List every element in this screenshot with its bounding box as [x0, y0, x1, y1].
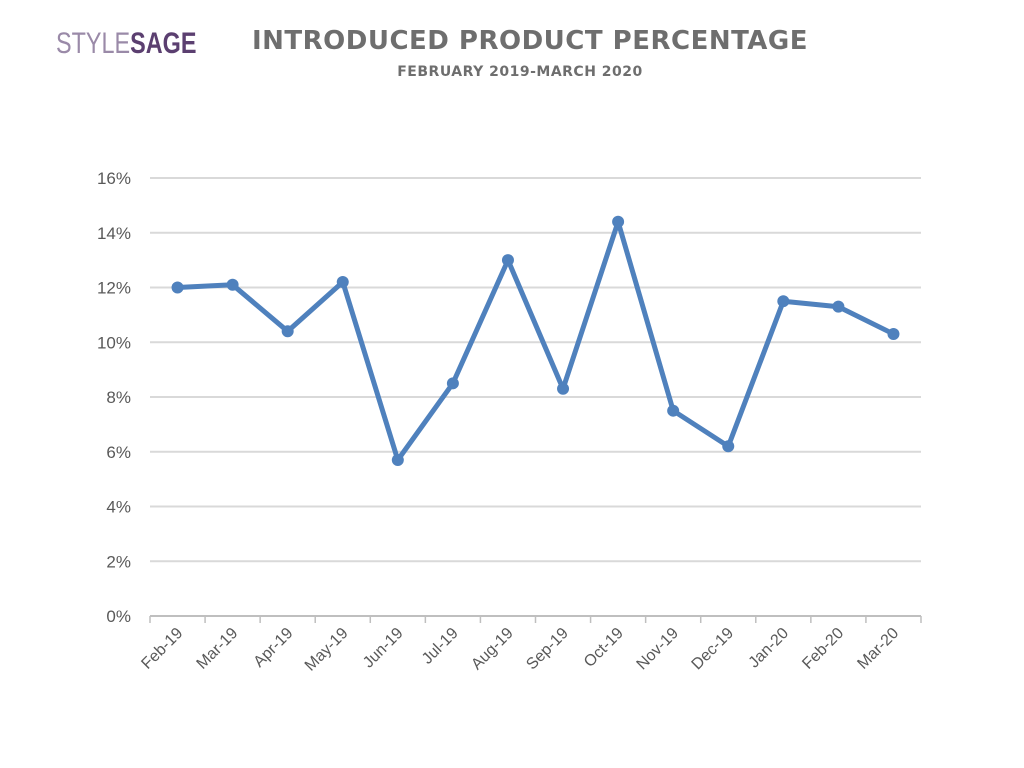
logo-part-sage: SAGE — [130, 27, 197, 60]
data-point — [336, 276, 349, 289]
data-point — [446, 377, 459, 390]
x-tick-label: Dec-19 — [689, 625, 738, 674]
chart-title: INTRODUCED PRODUCT PERCENTAGE — [251, 26, 809, 56]
y-tick-label: 14% — [97, 224, 131, 243]
data-point — [171, 281, 184, 294]
data-point — [391, 453, 404, 466]
x-tick-label: Mar-19 — [194, 625, 242, 673]
x-tick-label: Feb-20 — [799, 625, 847, 673]
data-point — [226, 278, 239, 291]
y-tick-label: 12% — [97, 279, 131, 298]
data-point — [612, 215, 625, 228]
x-tick-label: Jan-20 — [746, 625, 793, 672]
data-point — [281, 325, 294, 338]
x-tick-label: Nov-19 — [634, 625, 683, 674]
y-tick-label: 0% — [106, 607, 131, 626]
x-tick-label: Sep-19 — [523, 625, 572, 674]
x-tick-label: Jul-19 — [419, 625, 462, 668]
y-tick-label: 8% — [106, 388, 131, 407]
y-tick-label: 10% — [97, 333, 131, 352]
y-tick-label: 6% — [106, 443, 131, 462]
y-tick-label: 4% — [106, 498, 131, 517]
data-point — [832, 300, 845, 313]
x-tick-label: Aug-19 — [468, 625, 517, 674]
series-line — [175, 219, 896, 463]
x-tick-label: Oct-19 — [581, 625, 627, 671]
x-tick-label: Mar-20 — [854, 625, 902, 673]
y-tick-label: 16% — [97, 169, 131, 188]
x-tick-label: Feb-19 — [138, 625, 186, 673]
y-tick-label: 2% — [106, 552, 131, 571]
data-point — [722, 440, 735, 453]
stylesage-logo: STYLESAGE — [56, 24, 196, 64]
chart-subtitle: FEBRUARY 2019-MARCH 2020 — [397, 64, 643, 80]
data-point — [501, 254, 514, 267]
data-point — [887, 328, 900, 341]
logo-part-style: STYLE — [56, 27, 131, 60]
data-point — [777, 295, 790, 308]
x-tick-label: May-19 — [302, 625, 352, 675]
x-tick-label: Apr-19 — [251, 625, 297, 671]
x-tick-label: Jun-19 — [360, 625, 407, 672]
data-point — [557, 382, 570, 395]
data-point — [667, 404, 680, 417]
